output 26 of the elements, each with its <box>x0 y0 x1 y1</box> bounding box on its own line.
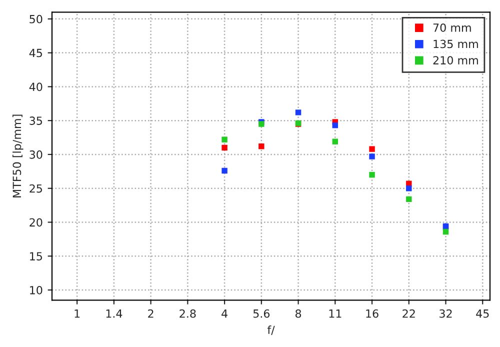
y-tick-label: 15 <box>30 252 42 260</box>
legend-label: 70 mm <box>433 23 471 32</box>
legend-label: 210 mm <box>433 56 478 64</box>
x-tick-label: 1.4 <box>106 310 122 318</box>
legend-label: 135 mm <box>434 40 478 48</box>
x-tick-label: 45 <box>476 310 489 318</box>
x-tick-label: 16 <box>366 309 378 318</box>
y-tick-label: 50 <box>30 14 42 24</box>
y-tick-label: 30 <box>30 150 42 159</box>
x-tick-label: 2 <box>148 309 154 318</box>
y-tick-label: 10 <box>30 286 42 294</box>
x-axis-title: f/ <box>267 325 275 335</box>
x-tick-label: 5.6 <box>253 309 270 318</box>
y-tick-label: 35 <box>30 116 42 125</box>
x-tick-label: 1 <box>74 310 80 318</box>
x-tick-label: 8 <box>296 309 302 318</box>
y-tick-label: 45 <box>29 48 42 58</box>
x-tick-label: 32 <box>440 309 452 318</box>
x-tick-label: 4 <box>222 310 228 318</box>
x-tick-label: 22 <box>402 309 415 318</box>
y-tick-label: 25 <box>30 184 42 193</box>
y-tick-label: 20 <box>30 218 42 227</box>
y-tick-label: 40 <box>29 82 42 92</box>
x-tick-label: 2.8 <box>180 309 196 318</box>
x-tick-label: 11 <box>329 310 342 318</box>
y-axis-title: MTF50 [lp/mm] <box>12 114 24 198</box>
